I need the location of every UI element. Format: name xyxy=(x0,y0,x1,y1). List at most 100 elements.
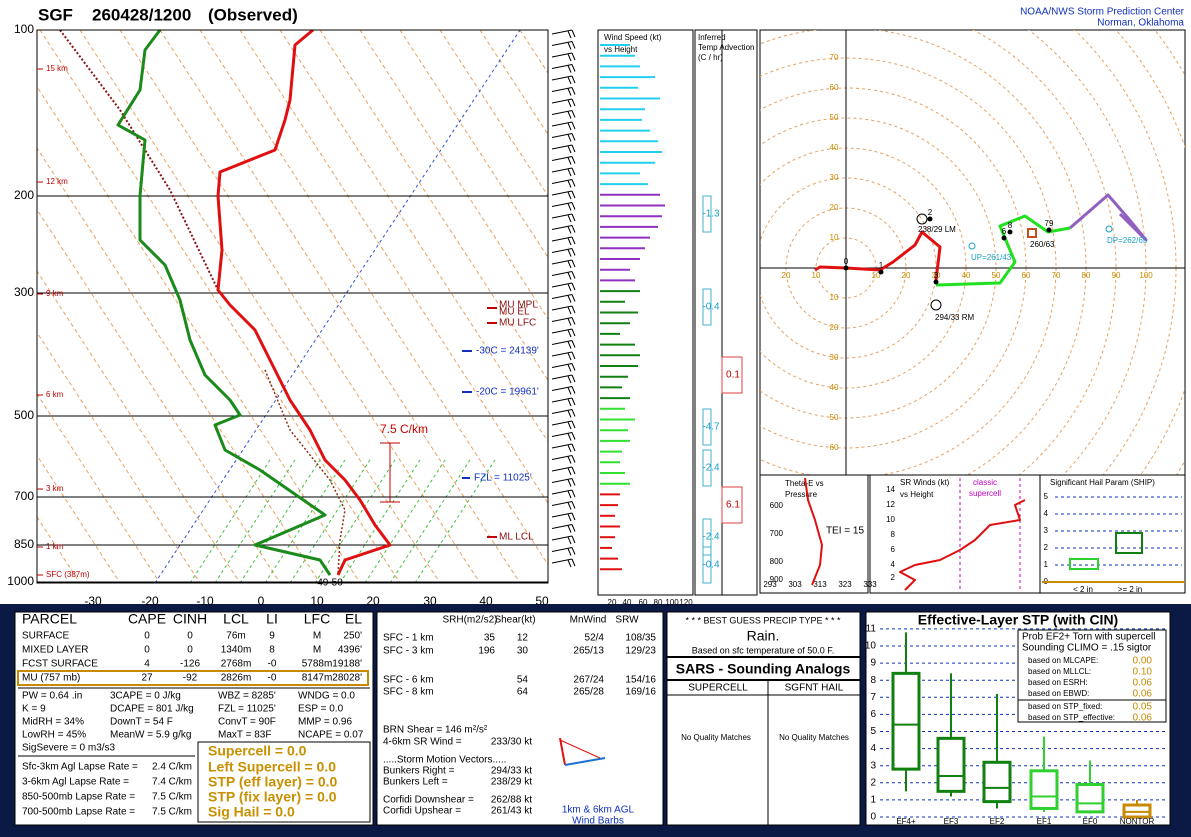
line xyxy=(567,410,572,418)
label: 267/24 xyxy=(573,675,604,686)
trace xyxy=(59,30,219,291)
label: 1km & 6km AGL xyxy=(562,805,635,816)
line xyxy=(571,558,576,567)
line xyxy=(551,52,573,58)
label: 0.06 xyxy=(1133,678,1153,689)
label: 7.4 C/km xyxy=(152,777,192,788)
temp-label: -30 xyxy=(84,594,102,608)
line xyxy=(567,536,572,545)
trace xyxy=(116,30,332,576)
label: SFC - 6 km xyxy=(383,675,434,686)
label: SARS - Sounding Analogs xyxy=(676,661,851,677)
label: 70 xyxy=(1052,271,1061,280)
label: UP=261/43 xyxy=(971,253,1012,262)
point xyxy=(843,265,849,271)
label: MU EL xyxy=(499,307,530,318)
point xyxy=(927,216,933,222)
line xyxy=(264,459,346,583)
line xyxy=(551,190,573,196)
line xyxy=(551,478,573,483)
label: 7.5 C/km xyxy=(380,422,428,436)
line xyxy=(567,42,572,50)
line xyxy=(551,305,573,311)
line xyxy=(37,208,281,583)
point xyxy=(1007,229,1013,235)
line xyxy=(439,30,548,197)
line xyxy=(551,87,573,92)
skewt xyxy=(37,30,548,583)
label: 60 xyxy=(830,83,839,92)
label: 3 xyxy=(934,271,939,280)
label: 260/63 xyxy=(1030,240,1055,249)
label: based on ESRH: xyxy=(1028,678,1088,687)
label: 800 xyxy=(770,557,784,566)
line xyxy=(567,157,572,165)
line xyxy=(364,459,446,583)
pressure-label: 100 xyxy=(14,22,34,36)
line xyxy=(37,393,161,583)
label: 3-6km Agl Lapse Rate = xyxy=(22,777,129,788)
line xyxy=(567,283,572,292)
label: 700-500mb Lapse Rate = xyxy=(22,807,135,818)
label: 4 xyxy=(870,743,876,754)
line xyxy=(571,432,576,440)
label: 1 xyxy=(879,261,884,270)
label: MU LFC xyxy=(499,318,536,329)
line xyxy=(567,467,572,476)
line xyxy=(551,443,573,449)
label: NCAPE = 0.07 xyxy=(298,730,364,741)
line xyxy=(571,317,576,325)
ship-box xyxy=(1069,558,1099,570)
line xyxy=(567,479,572,487)
line xyxy=(571,179,576,187)
label: 100 xyxy=(1139,271,1153,280)
label: 7 xyxy=(870,692,876,703)
label: 9 xyxy=(269,631,275,642)
line xyxy=(571,225,576,233)
label: 20 xyxy=(830,323,839,332)
line xyxy=(37,331,201,583)
kinematic-box xyxy=(376,611,664,826)
line xyxy=(567,191,572,200)
label: -30C = 24139' xyxy=(476,346,539,357)
temp-label: -10 xyxy=(196,594,214,608)
line xyxy=(571,420,576,429)
line xyxy=(389,459,471,583)
line xyxy=(567,352,572,361)
line xyxy=(567,53,572,62)
label: 50 xyxy=(992,271,1001,280)
line xyxy=(567,122,572,131)
line xyxy=(551,202,573,207)
line xyxy=(551,386,573,391)
label: Supercell = 0.0 xyxy=(208,743,307,759)
label: Effective-Layer STP (with CIN) xyxy=(918,612,1118,628)
label: 14 xyxy=(886,485,895,494)
label: 262/88 kt xyxy=(491,795,532,806)
line xyxy=(239,459,321,583)
line xyxy=(551,524,573,529)
line xyxy=(571,374,576,383)
label: 3 xyxy=(870,760,876,771)
label: 294/33 RM xyxy=(935,313,974,322)
label: classic xyxy=(973,478,997,487)
line xyxy=(551,351,573,357)
line xyxy=(37,147,321,583)
label: 0 xyxy=(144,631,150,642)
label: Sfc-3km Agl Lapse Rate = xyxy=(22,762,138,773)
label: 4396' xyxy=(338,645,362,656)
label: NOAA/NWS Storm Prediction Center xyxy=(1020,7,1185,18)
label: 313 xyxy=(813,580,827,589)
line xyxy=(571,87,576,95)
label: 294/33 kt xyxy=(491,766,532,777)
line xyxy=(571,75,576,84)
label: 35 xyxy=(484,633,496,644)
label: 8 xyxy=(1008,221,1013,230)
label: 54 xyxy=(517,675,529,686)
label: Based on sfc temperature of 50.0 F. xyxy=(692,645,835,655)
stp-box xyxy=(891,671,921,771)
label: Theta-E vs xyxy=(785,479,824,488)
line xyxy=(567,444,572,453)
trace xyxy=(217,30,391,576)
line xyxy=(567,490,572,499)
height-label: 12 km xyxy=(46,177,68,186)
